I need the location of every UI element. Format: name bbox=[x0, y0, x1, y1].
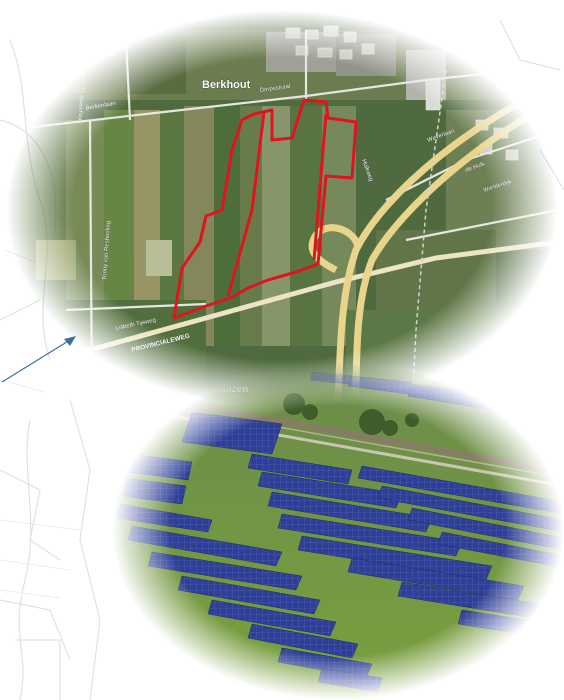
solar-park-photo: Grosthuizen bbox=[112, 362, 564, 700]
tonny-road-label: Tonny van Reshooling bbox=[102, 221, 112, 280]
provincialeweg-road bbox=[45, 239, 558, 365]
callout-arrow bbox=[1, 336, 76, 383]
grosthuizen-label: Grosthuizen bbox=[190, 384, 248, 395]
kruisweg-label: Kruisweg bbox=[78, 95, 85, 120]
highlighted-plot-outline bbox=[172, 98, 358, 320]
solar-park-photo-oval: Grosthuizen bbox=[112, 362, 564, 700]
dorpsstraat-label: Dorpsstraat bbox=[259, 84, 291, 94]
tree-row bbox=[283, 393, 419, 436]
railway bbox=[411, 69, 447, 408]
berkhout-label: Berkhout bbox=[202, 79, 251, 91]
berkenlaan-label: Berkenlaan bbox=[85, 101, 116, 112]
solar-panel-rows bbox=[115, 371, 564, 693]
arrowhead-icon bbox=[64, 336, 76, 346]
railway-track bbox=[171, 399, 564, 475]
